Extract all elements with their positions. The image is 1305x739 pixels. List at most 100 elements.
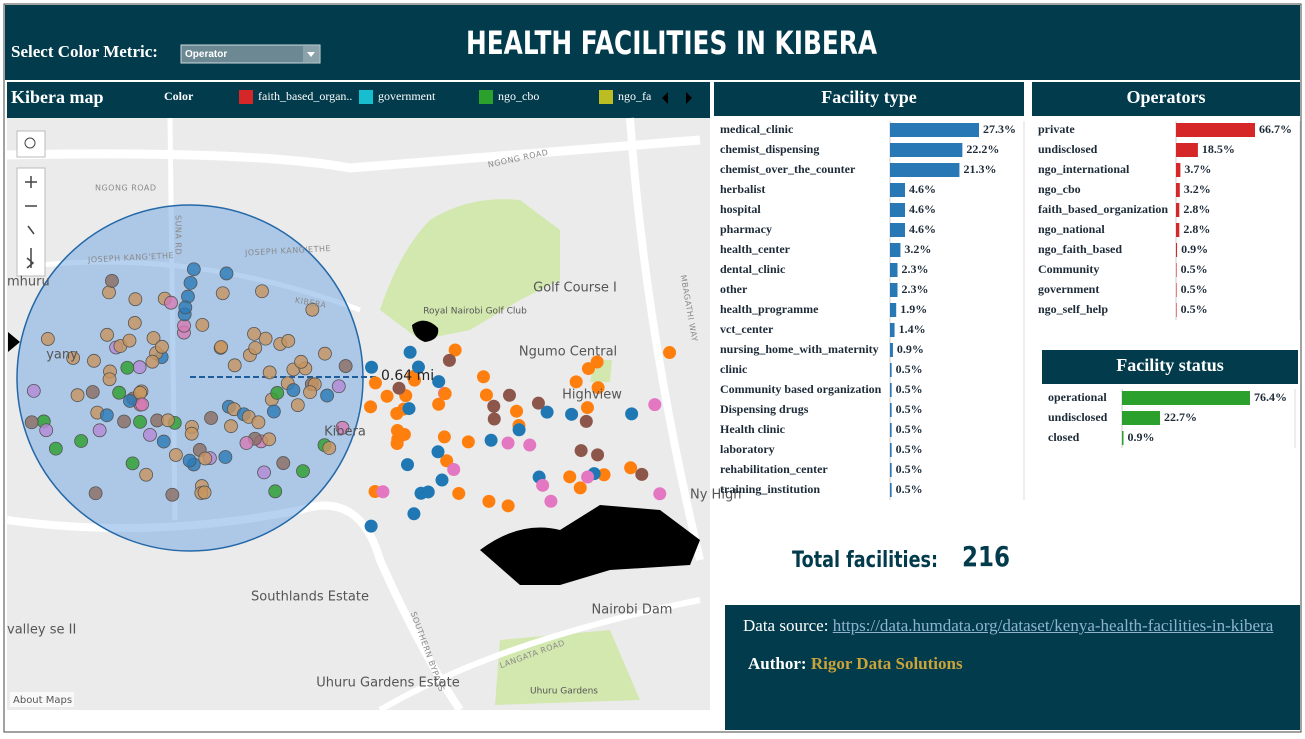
legend-prev[interactable] [662, 92, 668, 104]
pond [412, 320, 439, 342]
category-label: government [1038, 282, 1099, 296]
value-label: 0.5% [1181, 282, 1208, 296]
map[interactable]: 0.64 mi About Maps [6, 117, 710, 713]
facility-point [442, 353, 456, 367]
map-label: Southlands Estate [251, 590, 369, 605]
legend-next[interactable] [686, 92, 692, 104]
category-label: ngo_faith_based [1038, 242, 1122, 256]
map-label: Ny High [690, 488, 741, 503]
author-name: Rigor Data Solutions [810, 654, 963, 673]
facility-point [431, 445, 445, 459]
bar [1176, 183, 1180, 197]
facility-point [512, 423, 526, 437]
value-label: 0.5% [1181, 302, 1208, 316]
bar [1122, 431, 1124, 445]
legend-title: Color [164, 89, 194, 103]
facility-point [74, 434, 89, 448]
value-label: 27.3% [983, 122, 1016, 136]
attribution[interactable]: About Maps [13, 695, 72, 706]
facility-point [133, 414, 147, 429]
bar [890, 183, 905, 197]
source-line: Data source: https://data.humdata.org/da… [743, 615, 1282, 637]
legend-swatch [359, 90, 373, 104]
facility-point [257, 465, 271, 480]
road [378, 597, 701, 713]
bar [890, 463, 892, 477]
facility-point [437, 430, 451, 444]
facility-point [407, 507, 421, 521]
dropdown[interactable] [180, 44, 321, 64]
facility-point [66, 351, 81, 365]
facility-point [258, 331, 273, 346]
scale-label: 0.64 mi [381, 368, 434, 384]
facility-point [501, 436, 515, 450]
facility-point [290, 398, 305, 413]
category-label: undisclosed [1038, 142, 1098, 156]
facility-point [648, 398, 662, 412]
facility-point [117, 414, 131, 429]
facility-point [624, 461, 638, 475]
value-label: 21.3% [963, 162, 996, 176]
facility-point [322, 441, 337, 455]
map-label: Ngumo Central [519, 345, 617, 360]
facility-point [482, 494, 496, 508]
facility-point [178, 300, 193, 315]
bar [1122, 411, 1161, 425]
facility-point [569, 375, 583, 389]
facility-point [99, 408, 114, 423]
facility-point [421, 485, 435, 499]
facility-point [132, 360, 147, 375]
facility-point [112, 385, 127, 400]
facility-point [452, 486, 466, 500]
facility-point [177, 318, 191, 333]
category-label: nursing_home_with_maternity [720, 342, 879, 356]
facility-point [320, 388, 334, 403]
facility-point [305, 302, 320, 317]
facility-point [335, 420, 350, 435]
category-label: vct_center [720, 322, 774, 336]
value-label: 1.4% [899, 322, 926, 336]
road [626, 117, 704, 561]
category-label: undisclosed [1048, 410, 1108, 424]
bar [890, 143, 963, 157]
facility-point [402, 402, 416, 416]
facility-point [262, 365, 277, 380]
category-label: Community [1038, 262, 1099, 276]
category-label: ngo_national [1038, 222, 1105, 236]
source-content: Data source: https://data.humdata.org/da… [743, 615, 1282, 673]
source-link[interactable]: https://data.humdata.org/dataset/kenya-h… [832, 616, 1274, 635]
facility-point [164, 295, 178, 310]
facility-point [294, 354, 308, 369]
park [495, 630, 640, 705]
facility-point [92, 423, 107, 438]
category-label: training_institution [720, 482, 820, 496]
map-label: valley se II [7, 623, 76, 638]
bar [1176, 283, 1177, 297]
collapse-arrow[interactable] [8, 332, 20, 352]
legend-swatch [479, 90, 493, 104]
toolbar-icons [25, 176, 37, 269]
value-label: 2.8% [1183, 222, 1210, 236]
facility-point [105, 274, 119, 288]
legend-label: ngo_cbo [498, 89, 539, 103]
facility-point [26, 383, 41, 398]
search-button[interactable] [16, 130, 46, 158]
bar [1122, 391, 1250, 405]
bar [890, 223, 905, 237]
category-label: Community based organization [720, 382, 882, 396]
category-label: Dispensing drugs [720, 402, 809, 416]
facility-points [24, 262, 677, 533]
bar [1176, 143, 1198, 157]
value-label: 0.5% [896, 462, 923, 476]
facility-point [70, 388, 85, 403]
map-label: Nairobi Dam [592, 603, 673, 618]
category-label: chemist_over_the_counter [720, 162, 856, 176]
facility-point [540, 405, 554, 419]
value-label: 0.9% [897, 342, 924, 356]
value-label: 66.7% [1259, 122, 1292, 136]
bar [1176, 123, 1255, 137]
category-label: ngo_international [1038, 162, 1130, 176]
facility-point [197, 485, 212, 500]
value-label: 3.7% [1184, 162, 1211, 176]
bar [890, 263, 898, 277]
